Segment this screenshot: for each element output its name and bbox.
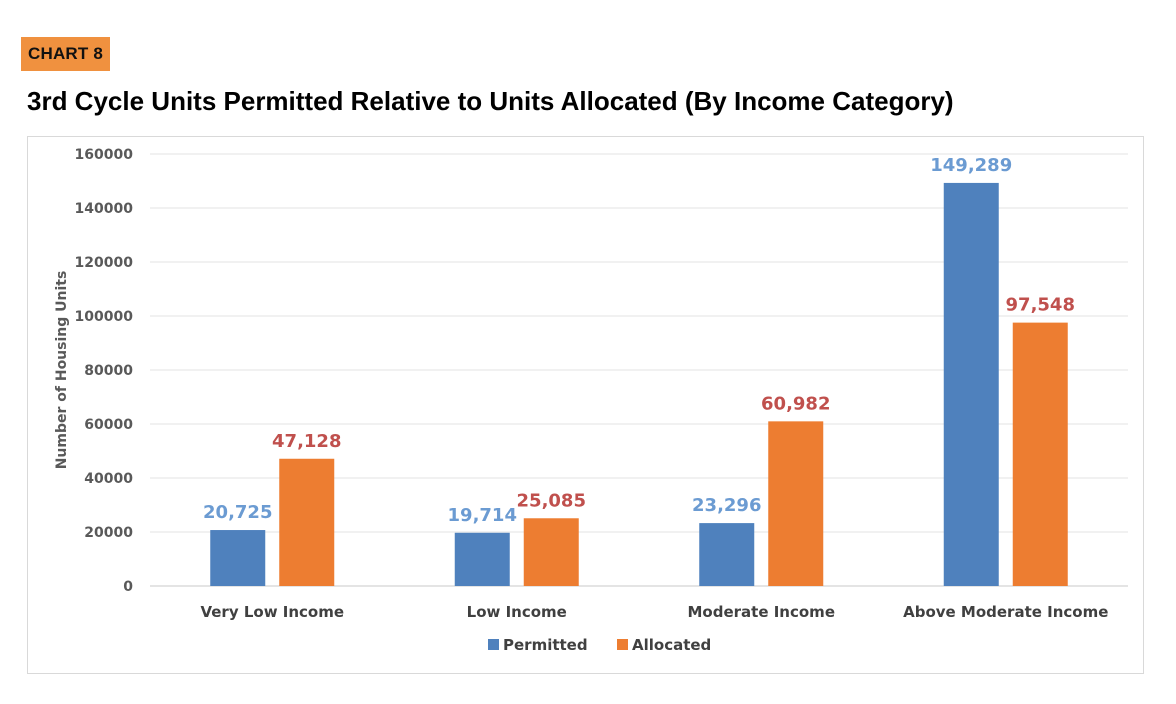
bar-permitted	[454, 532, 510, 586]
bar-allocated	[768, 421, 824, 586]
data-label: 19,714	[448, 505, 517, 526]
data-label: 47,128	[272, 431, 341, 452]
y-tick-label: 20000	[84, 525, 133, 541]
y-tick-label: 40000	[84, 471, 133, 487]
legend-swatch-allocated	[617, 639, 628, 650]
y-tick-label: 140000	[75, 201, 134, 217]
x-category-label: Above Moderate Income	[903, 603, 1108, 621]
bar-allocated	[279, 458, 335, 586]
legend-label-permitted: Permitted	[503, 636, 588, 654]
x-category-label: Low Income	[467, 603, 567, 621]
data-label: 20,725	[203, 502, 272, 523]
data-label: 25,085	[517, 490, 586, 511]
x-category-label: Moderate Income	[688, 603, 836, 621]
bar-allocated	[523, 518, 579, 586]
y-tick-label: 0	[123, 579, 133, 595]
data-label: 149,289	[930, 155, 1012, 176]
bar-permitted	[943, 182, 999, 587]
y-tick-label: 80000	[84, 363, 133, 379]
bar-permitted	[699, 523, 755, 586]
y-tick-label: 100000	[75, 309, 134, 325]
data-label: 97,548	[1006, 295, 1075, 316]
bar-permitted	[210, 530, 266, 586]
legend-swatch-permitted	[488, 639, 499, 650]
page-title: 3rd Cycle Units Permitted Relative to Un…	[27, 86, 954, 116]
legend-label-allocated: Allocated	[632, 636, 711, 654]
data-label: 60,982	[761, 393, 830, 414]
chart-number-badge: CHART 8	[21, 37, 111, 71]
data-label: 23,296	[692, 495, 761, 516]
y-tick-label: 160000	[75, 147, 134, 163]
bar-allocated	[1012, 322, 1068, 586]
y-tick-label: 120000	[75, 255, 134, 271]
x-category-label: Very Low Income	[200, 603, 344, 621]
y-tick-label: 60000	[84, 417, 133, 433]
y-axis-label: Number of Housing Units	[54, 271, 70, 470]
chart-frame	[27, 136, 1144, 674]
